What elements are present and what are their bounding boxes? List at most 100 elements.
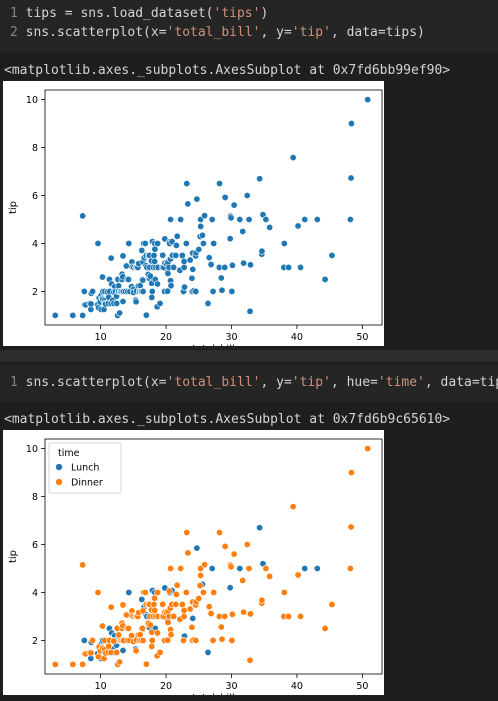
x-tick-label: 30: [225, 332, 237, 343]
data-point: [184, 549, 192, 557]
data-point: [197, 222, 205, 230]
data-point: [328, 251, 336, 259]
data-point: [139, 624, 147, 632]
data-point: [228, 261, 236, 269]
code-token: sns.scatterplot(x=: [25, 375, 167, 390]
data-point: [150, 600, 158, 608]
y-tick-label: 2: [32, 287, 38, 298]
scatter-plot-hue-figure: 10 20 30 40 50 2 4 6 8 10 total_bill tip time Lunch Di…: [3, 430, 384, 701]
data-point: [239, 227, 247, 235]
data-point: [182, 239, 190, 247]
data-point: [210, 588, 218, 596]
cell-separator: [0, 350, 498, 362]
data-point: [297, 612, 305, 620]
data-point: [188, 623, 196, 631]
data-point: [124, 624, 132, 632]
y-tick-label: 10: [26, 444, 38, 455]
data-point: [199, 239, 207, 247]
data-point: [141, 588, 149, 596]
data-point: [148, 636, 156, 644]
data-point: [177, 215, 185, 223]
data-point: [178, 251, 186, 259]
legend-marker: [55, 463, 63, 471]
data-point: [180, 263, 188, 271]
data-point: [132, 298, 140, 306]
data-point: [347, 120, 355, 128]
data-point: [113, 299, 121, 307]
data-point: [146, 272, 154, 280]
data-point: [173, 232, 181, 240]
data-point: [280, 588, 288, 596]
data-point: [217, 274, 225, 282]
data-point: [172, 241, 180, 249]
data-point: [173, 581, 181, 589]
legend-entry: Dinner: [71, 478, 103, 489]
data-point: [151, 257, 159, 265]
data-point: [94, 588, 102, 596]
output-repr-text: <matplotlib.axes._subplots.AxesSubplot a…: [4, 412, 451, 427]
data-point: [226, 235, 234, 243]
code-token: , y=: [260, 375, 292, 390]
code-cell-1-input[interactable]: 1 tips = sns.load_dataset('tips') 2 sns.…: [0, 0, 498, 52]
data-point: [313, 564, 321, 572]
data-point: [178, 600, 186, 608]
data-point: [132, 647, 140, 655]
data-point: [228, 287, 236, 295]
x-tick-label: 10: [95, 681, 107, 692]
data-point: [107, 254, 115, 262]
code-line: 1 tips = sns.load_dataset('tips'): [0, 4, 498, 23]
data-point: [192, 287, 200, 295]
y-axis-label: tip: [8, 550, 19, 563]
data-point: [151, 606, 159, 614]
data-point: [228, 610, 236, 618]
data-point: [227, 214, 235, 222]
data-point: [218, 635, 226, 643]
code-cell-2-input[interactable]: 1 sns.scatterplot(x='total_bill', y='tip…: [0, 364, 498, 402]
data-point: [183, 180, 191, 188]
data-point: [328, 600, 336, 608]
data-point: [188, 274, 196, 282]
legend-marker: [55, 478, 63, 486]
data-point: [198, 231, 206, 239]
data-point: [294, 222, 302, 230]
data-point: [146, 621, 154, 629]
data-point: [262, 215, 270, 223]
x-tick-label: 50: [356, 332, 368, 343]
data-point: [79, 311, 87, 319]
data-point: [170, 612, 178, 620]
data-point: [246, 307, 254, 315]
data-point: [246, 261, 254, 269]
code-token: tips = sns.load_dataset(: [25, 6, 214, 21]
data-point: [167, 282, 175, 290]
legend-box: [48, 442, 122, 494]
data-point: [139, 287, 147, 295]
data-point: [347, 174, 355, 182]
data-point: [153, 629, 161, 637]
data-point: [107, 603, 115, 611]
data-point: [164, 636, 172, 644]
data-point: [180, 612, 188, 620]
data-point: [201, 561, 209, 569]
data-point: [230, 201, 238, 209]
data-point: [227, 563, 235, 571]
data-point: [154, 239, 162, 247]
data-point: [94, 239, 102, 247]
data-point: [136, 631, 144, 639]
data-point: [285, 263, 293, 271]
data-point: [51, 311, 59, 319]
data-point: [204, 299, 212, 307]
data-point: [230, 550, 238, 558]
data-point: [119, 647, 127, 655]
data-point: [258, 596, 266, 604]
data-point: [164, 287, 172, 295]
axes-frame: [44, 89, 383, 326]
data-point: [256, 524, 264, 532]
data-point: [209, 287, 217, 295]
data-point: [167, 215, 175, 223]
data-point: [80, 287, 88, 295]
legend-title: time: [58, 448, 80, 459]
data-point: [148, 642, 156, 650]
x-axis-label: total_bill: [192, 693, 235, 695]
data-point: [346, 215, 354, 223]
data-point: [80, 636, 88, 644]
